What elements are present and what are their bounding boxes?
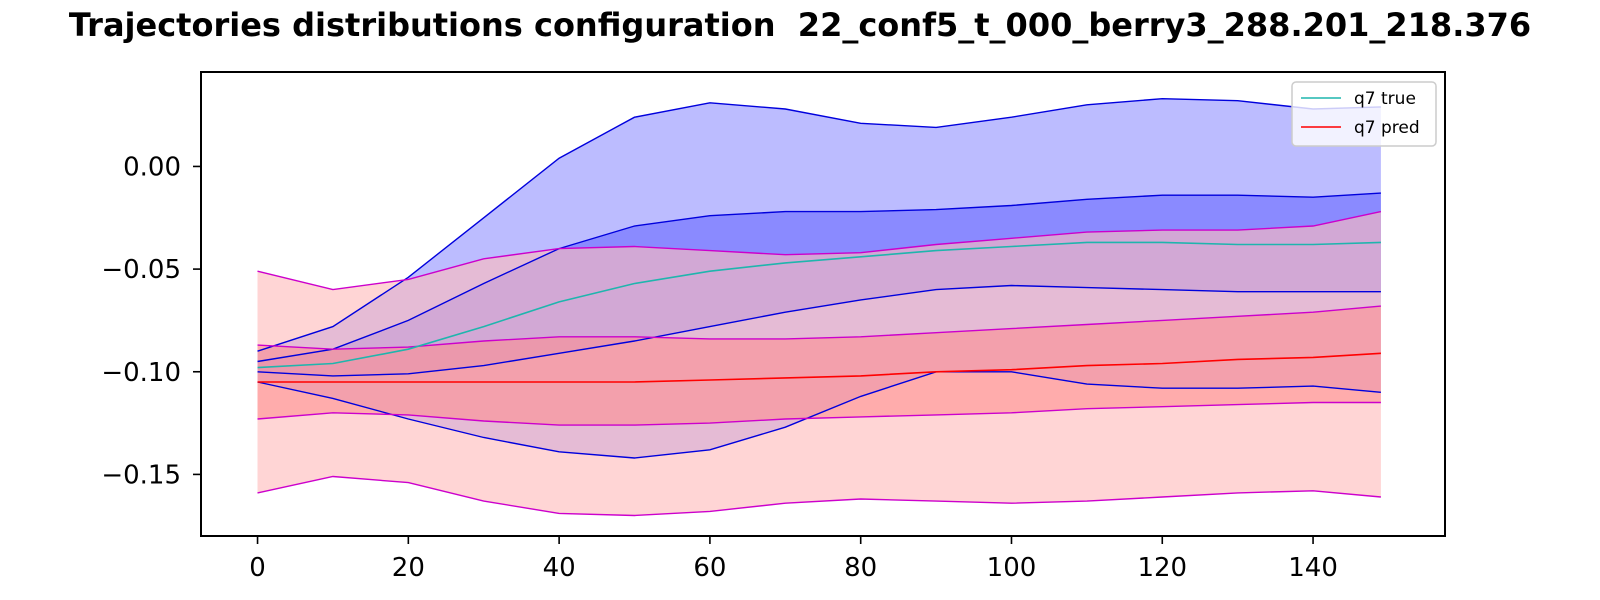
- pred-band-outer-lower-edge: [257, 475, 1381, 517]
- true-band-inner-lower-edge: [257, 284, 1381, 377]
- legend-label: q7 true: [1354, 89, 1416, 109]
- pred-band-inner-lower-edge: [257, 401, 1381, 426]
- plot-frame: [200, 71, 1446, 537]
- pred-band-inner: [257, 306, 1381, 426]
- true-band-outer-upper-edge: [257, 97, 1381, 352]
- x-tick-label: 80: [844, 553, 877, 583]
- confidence-bands: [257, 98, 1381, 516]
- y-tick-label: −0.05: [101, 255, 181, 285]
- mean-lines: [257, 241, 1381, 383]
- band-edges: [257, 97, 1382, 517]
- chart-title: Trajectories distributions configuration…: [68, 6, 1532, 44]
- x-tick-label: 20: [392, 553, 425, 583]
- x-tick-label: 120: [1137, 553, 1187, 583]
- x-axis: 0 20 40 60 80 100 120 140: [249, 536, 1338, 583]
- y-tick-label: −0.10: [101, 358, 181, 388]
- legend-label: q7 pred: [1354, 118, 1420, 138]
- x-tick-label: 40: [543, 553, 576, 583]
- pred-band-inner-upper-edge: [257, 305, 1381, 350]
- pred-band-outer-upper-edge: [257, 210, 1382, 291]
- series-line-q7-pred: [257, 352, 1381, 383]
- y-tick-label: −0.15: [101, 460, 181, 490]
- true-band-outer-lower-edge: [257, 371, 1381, 459]
- x-tick-label: 60: [693, 553, 726, 583]
- x-tick-label: 140: [1288, 553, 1338, 583]
- legend: q7 true q7 pred: [1291, 81, 1437, 147]
- x-tick-label: 0: [249, 553, 266, 583]
- series-line-q7-true: [257, 241, 1381, 369]
- y-tick-label: 0.00: [123, 152, 181, 182]
- y-axis: 0.00 −0.05 −0.10 −0.15: [101, 152, 201, 490]
- x-tick-label: 100: [987, 553, 1037, 583]
- true-band-inner-upper-edge: [257, 192, 1381, 363]
